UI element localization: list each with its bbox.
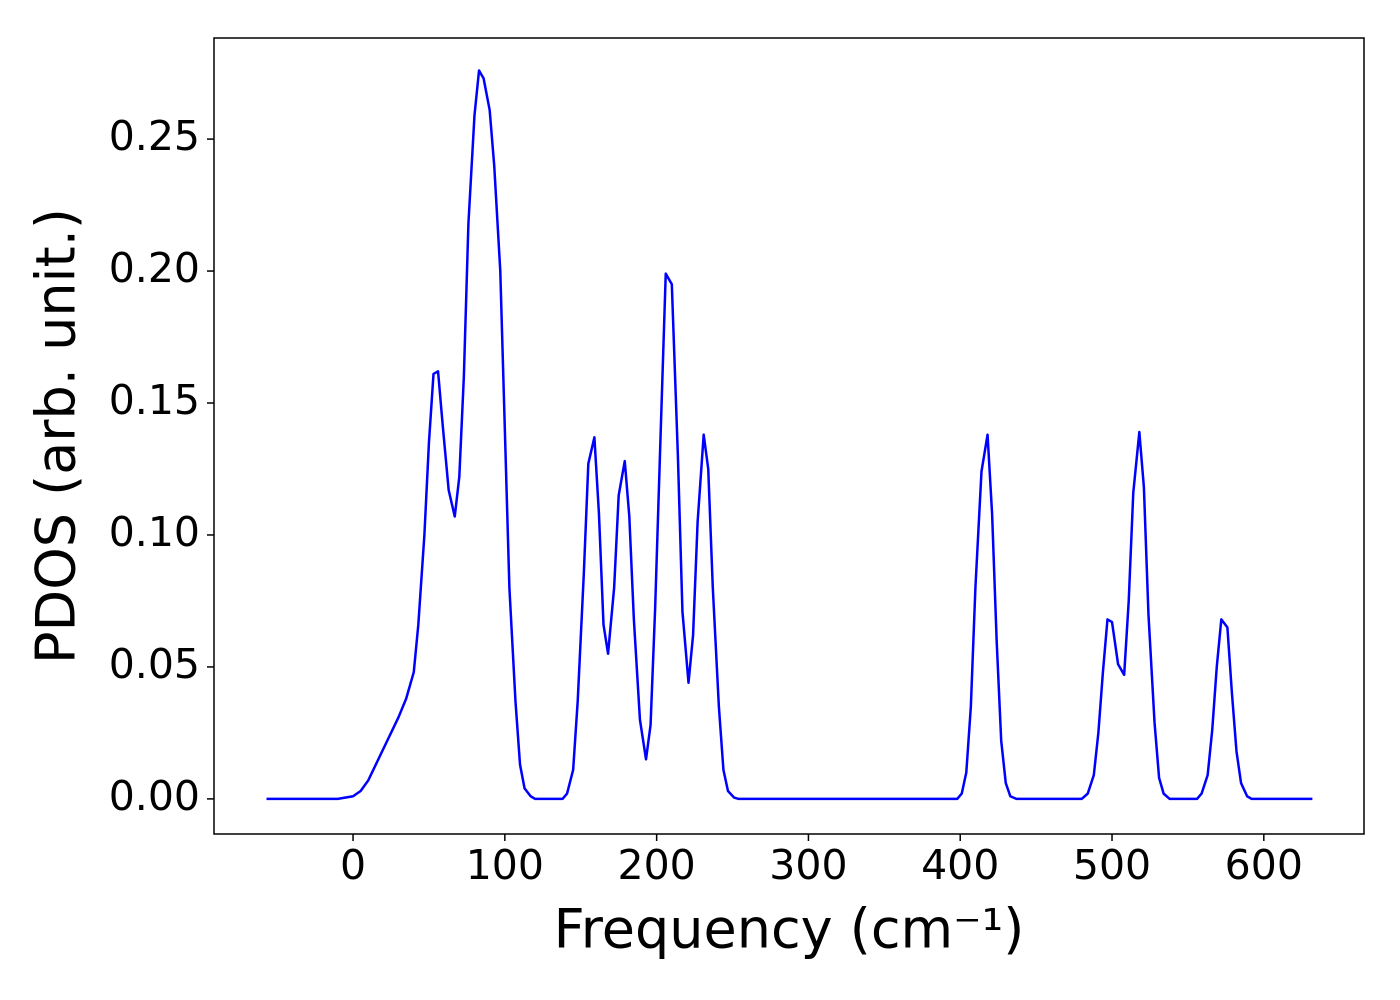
y-tick-label: 0.20 [109,244,200,292]
x-tick-label: 100 [466,841,544,889]
x-tick-label: 0 [340,841,366,889]
y-tick-label: 0.10 [109,508,200,556]
x-tick-label: 200 [618,841,696,889]
x-tick-label: 600 [1225,841,1303,889]
plot-frame [213,37,1365,835]
x-tick-label: 400 [921,841,999,889]
y-tick-label: 0.00 [109,772,200,820]
y-axis-label: PDOS (arb. unit.) [25,208,88,664]
x-axis-label: Frequency (cm⁻¹) [554,898,1025,961]
x-tick-label: 500 [1073,841,1151,889]
x-tick-label: 300 [769,841,847,889]
data-line [266,69,1313,801]
y-tick-label: 0.25 [109,112,200,160]
y-tick-label: 0.15 [109,376,200,424]
y-tick-label: 0.05 [109,640,200,688]
